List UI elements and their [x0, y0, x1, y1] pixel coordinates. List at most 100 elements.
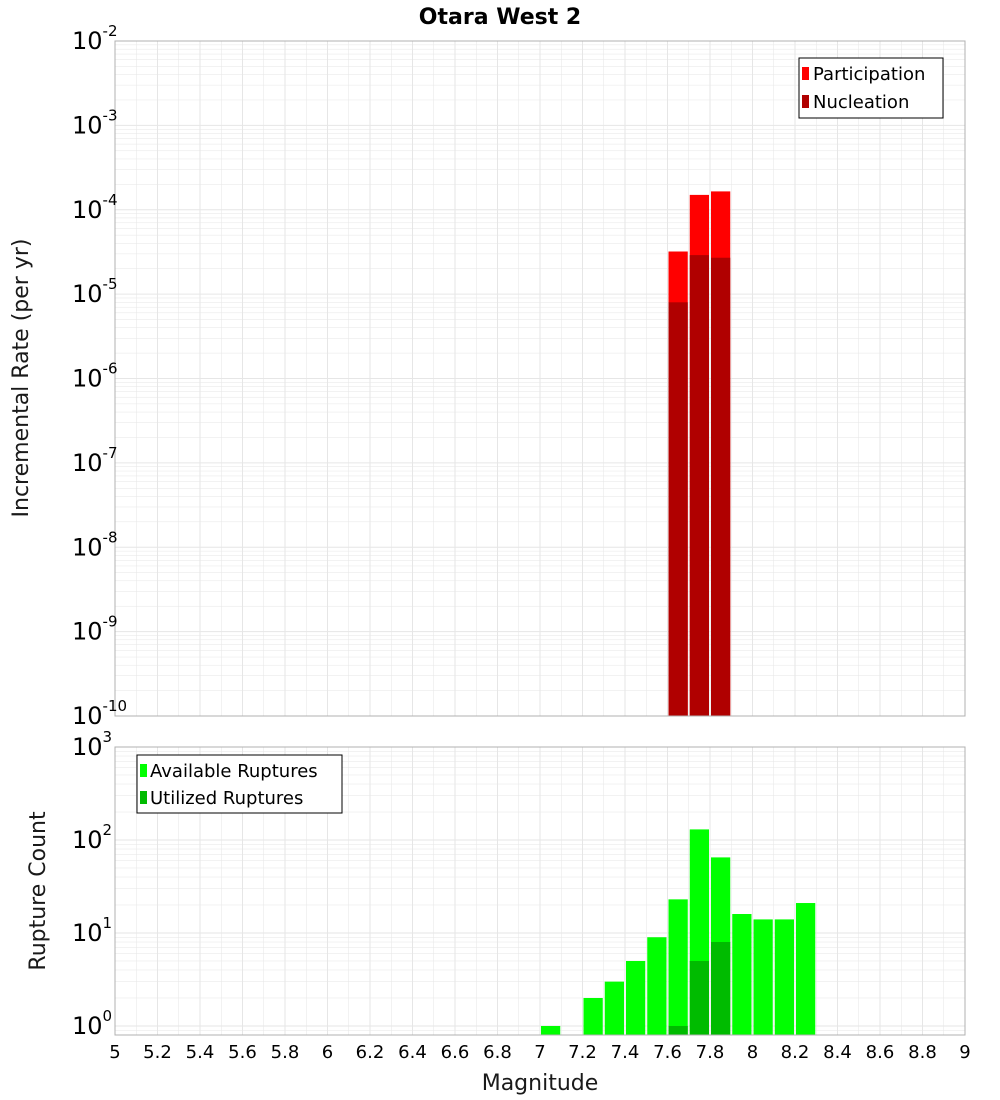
utilized-ruptures-bar — [689, 960, 709, 1035]
top-y-tick-label: 10-6 — [72, 360, 118, 393]
top-y-tick-label: 10-3 — [72, 106, 118, 139]
x-tick-label: 8 — [747, 1042, 758, 1063]
x-tick-label: 7.2 — [568, 1042, 597, 1063]
tick-exponent: -4 — [103, 191, 118, 209]
x-tick-label: 6 — [322, 1042, 333, 1063]
x-tick-label: 8.8 — [908, 1042, 937, 1063]
top-y-tick-label: 10-10 — [72, 697, 127, 730]
top-y-tick-label: 10-2 — [72, 22, 118, 55]
available-ruptures-bar — [583, 997, 603, 1035]
x-tick-label: 5.2 — [143, 1042, 172, 1063]
x-tick-label: 6.4 — [398, 1042, 427, 1063]
top-y-tick-label: 10-5 — [72, 275, 118, 308]
legend-swatch-nucleation — [802, 95, 809, 108]
available-ruptures-bar — [668, 899, 688, 1035]
tick-exponent: -7 — [103, 444, 118, 462]
tick-base: 10 — [72, 365, 103, 393]
x-axis-ticks: 5 5.2 5.4 5.6 5.8 6 6.2 6.4 6.6 6.8 7 7.2 7.4 7.6 7.8 8… — [109, 1042, 970, 1063]
x-axis-label: Magnitude — [482, 1071, 599, 1096]
legend-label-available: Available Ruptures — [150, 761, 318, 782]
available-ruptures-bar — [753, 919, 773, 1035]
bottom-legend-box — [136, 754, 343, 814]
tick-base: 10 — [72, 449, 103, 477]
bottom-bars — [541, 829, 816, 1035]
nucleation-bar — [668, 302, 688, 716]
x-tick-label: 6.6 — [441, 1042, 470, 1063]
tick-exponent: -3 — [103, 106, 118, 124]
nucleation-bar — [689, 255, 709, 716]
x-tick-label: 5.8 — [271, 1042, 300, 1063]
legend-label-utilized: Utilized Ruptures — [150, 788, 303, 809]
x-tick-label: 9 — [959, 1042, 970, 1063]
tick-exponent: -8 — [103, 528, 118, 546]
available-ruptures-bar — [626, 960, 646, 1035]
x-tick-label: 7.4 — [611, 1042, 640, 1063]
x-tick-label: 5.6 — [228, 1042, 257, 1063]
tick-exponent: -10 — [103, 697, 128, 715]
bottom-grid — [114, 747, 966, 1036]
x-tick-label: 6.2 — [356, 1042, 385, 1063]
available-ruptures-bar — [774, 919, 794, 1035]
tick-base: 10 — [72, 702, 103, 730]
tick-exponent: -2 — [103, 22, 118, 40]
top-y-axis-label: Incremental Rate (per yr) — [9, 239, 34, 518]
available-ruptures-bar — [604, 981, 624, 1035]
top-y-ticks: 10-210-310-410-510-610-710-810-910-10 — [72, 22, 127, 730]
legend-label-participation: Participation — [813, 64, 925, 85]
bottom-legend: Available Ruptures Utilized Ruptures — [136, 754, 343, 814]
x-tick-label: 8.4 — [823, 1042, 852, 1063]
x-tick-label: 8.6 — [866, 1042, 895, 1063]
top-bars — [668, 191, 731, 717]
available-ruptures-bar — [796, 903, 816, 1035]
bottom-y-tick-label: 100 — [72, 1007, 112, 1040]
top-legend-box — [798, 57, 944, 119]
x-tick-label: 5 — [109, 1042, 120, 1063]
legend-swatch-participation — [802, 67, 809, 80]
x-tick-label: 7.8 — [696, 1042, 725, 1063]
top-y-tick-label: 10-4 — [72, 191, 118, 224]
top-y-tick-label: 10-9 — [72, 613, 118, 646]
legend-swatch-utilized — [140, 791, 147, 804]
tick-exponent: -5 — [103, 275, 118, 293]
x-tick-label: 8.2 — [781, 1042, 810, 1063]
tick-exponent: -9 — [103, 613, 118, 631]
top-y-tick-label: 10-8 — [72, 528, 118, 561]
legend-swatch-available — [140, 764, 147, 777]
chart-title: Otara West 2 — [419, 5, 581, 30]
top-plot-frame — [114, 40, 966, 717]
legend-label-nucleation: Nucleation — [813, 92, 909, 113]
tick-base: 10 — [72, 826, 103, 854]
available-ruptures-bar — [732, 914, 752, 1035]
available-ruptures-bar — [541, 1025, 561, 1035]
nucleation-bar — [711, 257, 731, 716]
tick-base: 10 — [72, 280, 103, 308]
tick-base: 10 — [72, 111, 103, 139]
tick-base: 10 — [72, 533, 103, 561]
bottom-y-axis-label: Rupture Count — [26, 811, 51, 971]
tick-base: 10 — [72, 196, 103, 224]
tick-base: 10 — [72, 618, 103, 646]
tick-exponent: 1 — [103, 914, 113, 932]
tick-exponent: 3 — [103, 728, 113, 746]
tick-base: 10 — [72, 733, 103, 761]
tick-base: 10 — [72, 1012, 103, 1040]
top-panel: 10-210-310-410-510-610-710-810-910-10 In… — [9, 22, 966, 730]
tick-base: 10 — [72, 919, 103, 947]
x-tick-label: 6.8 — [483, 1042, 512, 1063]
x-tick-label: 7.6 — [653, 1042, 682, 1063]
tick-base: 10 — [72, 27, 103, 55]
bottom-plot-frame — [114, 746, 966, 1036]
tick-exponent: -6 — [103, 360, 118, 378]
utilized-ruptures-bar — [668, 1025, 688, 1035]
tick-exponent: 2 — [103, 821, 113, 839]
top-grid — [114, 41, 966, 717]
bottom-y-tick-label: 101 — [72, 914, 112, 947]
utilized-ruptures-bar — [711, 942, 731, 1035]
bottom-y-tick-label: 103 — [72, 728, 112, 761]
top-y-tick-label: 10-7 — [72, 444, 118, 477]
x-tick-label: 5.4 — [186, 1042, 215, 1063]
x-tick-label: 7 — [534, 1042, 545, 1063]
